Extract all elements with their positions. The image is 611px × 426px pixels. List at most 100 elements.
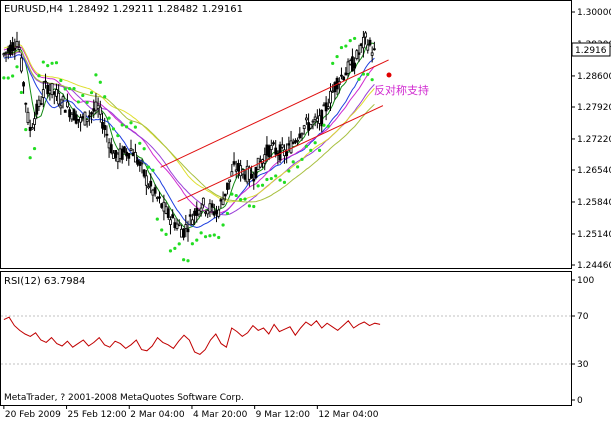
candle-body <box>92 108 96 112</box>
candle-body <box>254 166 258 178</box>
sar-dot <box>15 65 19 69</box>
candle-body <box>103 125 107 131</box>
candle-body <box>98 106 102 115</box>
candle-body <box>269 145 273 150</box>
sar-dot <box>344 44 348 48</box>
candle-body <box>342 76 346 81</box>
sar-dot <box>173 246 177 250</box>
sar-dot <box>37 74 41 78</box>
time-axis-label: 20 Feb 2009 <box>5 410 61 420</box>
sar-dot <box>116 133 120 138</box>
candle-body <box>96 104 100 109</box>
candle-body <box>61 96 65 101</box>
sar-dot <box>151 168 155 172</box>
sar-dot <box>370 78 374 82</box>
candle-body <box>228 179 232 183</box>
candle-body <box>315 117 319 122</box>
candle-body <box>76 118 80 121</box>
candle-body <box>250 173 253 179</box>
candle-body <box>285 151 289 157</box>
candle-body <box>118 148 122 159</box>
candle-body <box>186 228 190 233</box>
candle-body <box>123 146 126 153</box>
candle-body <box>87 115 91 118</box>
candle-body <box>52 91 56 95</box>
candle-body <box>142 169 146 177</box>
candle-body <box>322 104 326 107</box>
candle-body <box>263 154 267 164</box>
candle-body <box>298 133 302 139</box>
candle-body <box>278 144 282 161</box>
candle-body <box>267 145 271 158</box>
candle-body <box>344 72 348 76</box>
candle-body <box>9 44 12 55</box>
candle-body <box>120 148 124 160</box>
rsi-line-layer <box>3 316 381 355</box>
sar-dot <box>68 87 72 91</box>
sar-dot <box>353 36 357 41</box>
candle-body <box>90 112 93 115</box>
candle-body <box>221 198 225 206</box>
candle-body <box>311 120 315 123</box>
time-axis: 20 Feb 2009 25 Feb 12:00 2 Mar 04:00 4 Mar … <box>3 405 379 420</box>
candle-body <box>372 48 376 51</box>
ma-blue-line <box>3 54 375 229</box>
annotation-marker <box>386 72 392 78</box>
candle-body <box>258 161 262 168</box>
candle-body <box>127 153 131 159</box>
candle-body <box>162 201 166 212</box>
candle-body <box>70 113 74 120</box>
sar-dot <box>120 123 124 127</box>
candle-body <box>201 197 205 206</box>
candle-body <box>252 178 256 182</box>
candle-body <box>24 102 28 105</box>
sar-dot <box>339 45 344 50</box>
sar-dot <box>309 148 313 153</box>
sar-dot <box>94 73 98 77</box>
candle-body <box>101 121 104 129</box>
sar-dot <box>247 204 251 208</box>
candle-body <box>105 133 109 136</box>
sar-dot <box>252 204 256 209</box>
candle-body <box>359 43 363 46</box>
time-axis-label: 12 Mar 04:00 <box>318 410 378 420</box>
sar-dot <box>366 72 370 76</box>
candle-body <box>355 50 359 59</box>
candle-body <box>112 152 115 159</box>
candle-body <box>324 102 328 112</box>
price-axis-label: 1.24460 <box>577 261 611 271</box>
price-chart-title: EURUSD,H4 <box>4 4 63 15</box>
sar-dot <box>41 60 45 64</box>
sar-dot <box>76 100 80 104</box>
candle-body <box>180 228 183 238</box>
candle-body <box>35 103 39 115</box>
candle-body <box>294 140 297 143</box>
sar-dot <box>331 61 335 65</box>
candle-body <box>133 151 137 163</box>
candle-body <box>195 207 199 216</box>
candle-body <box>138 161 142 166</box>
sar-dot <box>217 235 221 240</box>
sar-dot <box>239 198 243 202</box>
sar-dot <box>54 61 59 65</box>
last-price-label: 1.2916 <box>575 46 607 56</box>
candle-body <box>289 140 293 154</box>
candle-body <box>287 143 291 146</box>
sar-dot <box>19 90 23 95</box>
sar-dot <box>357 77 361 81</box>
candle-body <box>307 122 310 131</box>
candle-body <box>30 127 34 130</box>
candle-body <box>188 214 192 217</box>
sar-dot <box>199 231 203 235</box>
rsi-axis-label: 30 <box>577 360 589 370</box>
sar-dot <box>72 87 76 91</box>
candle-body <box>81 116 85 119</box>
candle-body <box>243 174 247 180</box>
candle-body <box>219 199 223 202</box>
sar-dot <box>59 78 63 83</box>
sar-dot <box>2 76 6 80</box>
candle-body <box>331 90 335 93</box>
candle-body <box>4 51 8 54</box>
candle-body <box>302 125 306 130</box>
rsi-line <box>3 316 381 355</box>
